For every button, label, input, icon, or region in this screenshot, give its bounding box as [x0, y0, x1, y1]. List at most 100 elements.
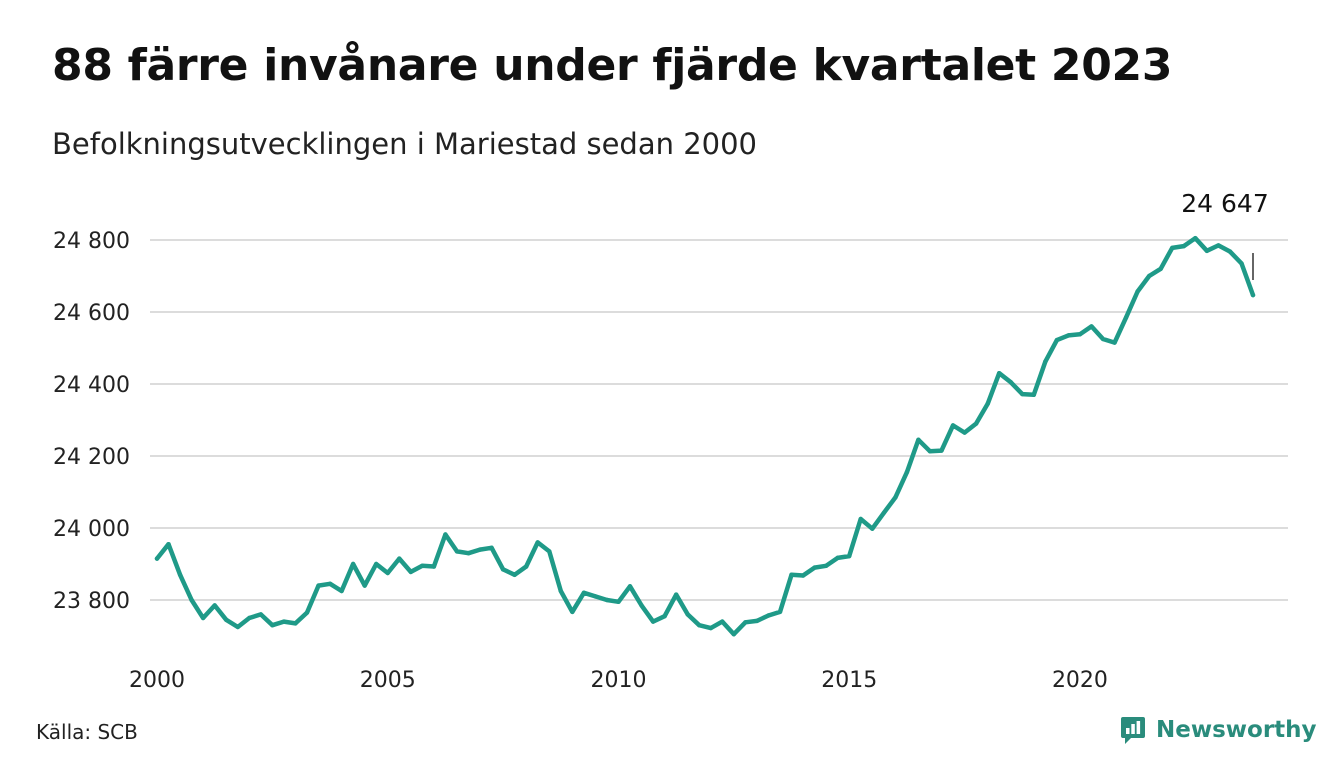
data-point [339, 588, 344, 594]
data-point [1204, 248, 1210, 253]
data-point [547, 549, 552, 554]
data-point [466, 551, 471, 556]
data-point [1031, 392, 1037, 397]
chart-title: 88 färre invånare under fjärde kvartalet… [52, 40, 1173, 91]
data-point [270, 623, 275, 628]
data-point [535, 540, 540, 545]
data-point [950, 423, 956, 428]
data-point [662, 614, 667, 619]
y-tick-label: 23 800 [53, 589, 130, 614]
data-point [904, 470, 910, 475]
data-point [927, 449, 933, 454]
data-point [616, 599, 621, 604]
chart-subtitle: Befolkningsutvecklingen i Mariestad seda… [52, 127, 758, 161]
data-point [397, 556, 402, 561]
data-point [800, 573, 806, 578]
data-point [720, 619, 725, 624]
annotation: 24 647 [1181, 189, 1269, 280]
data-point [731, 632, 737, 637]
y-axis-tick-labels: 23 800 24 000 24 200 24 400 24 600 24 800 [53, 229, 130, 614]
annotation-label: 24 647 [1181, 189, 1268, 218]
data-point [697, 623, 702, 628]
data-point [996, 371, 1002, 376]
data-point [258, 612, 264, 617]
data-point [558, 588, 563, 594]
x-axis-tick-labels: 2000 2005 2010 2015 2020 [129, 668, 1108, 693]
y-tick-label: 24 800 [53, 229, 130, 254]
data-point [477, 547, 483, 552]
data-point [962, 430, 967, 435]
data-point [443, 532, 448, 537]
data-point [916, 437, 921, 442]
data-point [627, 584, 633, 589]
x-tick-label: 2010 [590, 668, 646, 693]
data-point [777, 609, 783, 615]
data-point [581, 590, 587, 595]
data-point [200, 615, 206, 621]
data-point [166, 542, 171, 547]
data-point [743, 620, 748, 625]
data-point [350, 561, 356, 567]
series-layer [154, 235, 1256, 637]
data-point [766, 613, 771, 618]
x-tick-label: 2005 [360, 668, 416, 693]
data-point [881, 510, 887, 516]
data-point [593, 594, 598, 599]
data-point [685, 612, 690, 617]
data-point [1100, 336, 1106, 342]
data-point [408, 569, 414, 575]
data-point [604, 597, 610, 603]
data-point [523, 564, 529, 569]
data-point [1066, 333, 1071, 338]
data-point [847, 553, 852, 559]
data-point [1158, 266, 1163, 271]
y-tick-label: 24 400 [53, 373, 130, 398]
x-tick-label: 2000 [129, 668, 185, 693]
data-point [754, 618, 760, 624]
brand-name: Newsworthy [1156, 717, 1317, 743]
data-point [224, 617, 229, 622]
data-point [154, 556, 160, 561]
data-point [1239, 261, 1244, 266]
y-tick-label: 24 000 [53, 517, 130, 542]
data-point [327, 581, 333, 586]
data-point [858, 516, 863, 522]
data-point [512, 572, 517, 577]
newsworthy-logo-icon [1121, 717, 1145, 744]
data-point [431, 564, 437, 569]
x-tick-label: 2020 [1052, 668, 1108, 693]
data-point [985, 401, 990, 406]
data-point [1216, 243, 1221, 248]
data-point [1250, 292, 1256, 298]
data-point [973, 421, 979, 426]
brand-logo[interactable]: Newsworthy [1118, 713, 1317, 747]
data-point [281, 619, 287, 624]
data-point [247, 615, 252, 621]
data-point [189, 597, 194, 603]
data-point [177, 572, 183, 577]
data-point [1181, 243, 1186, 249]
data-point [1112, 340, 1117, 345]
data-point [454, 549, 460, 554]
y-tick-label: 24 200 [53, 445, 130, 470]
data-point [1193, 236, 1198, 241]
data-point [673, 592, 679, 597]
data-point [1089, 324, 1094, 329]
data-point [1008, 380, 1013, 385]
data-point [893, 495, 898, 500]
data-point [650, 619, 656, 624]
data-point [823, 563, 829, 568]
data-point [293, 621, 298, 626]
source-label: Källa: SCB [36, 720, 138, 744]
data-point [385, 570, 390, 576]
data-point [570, 609, 575, 615]
data-point [939, 448, 944, 453]
data-point [870, 526, 875, 531]
data-point [1020, 391, 1025, 397]
data-point [212, 603, 217, 608]
data-point [489, 545, 494, 550]
data-point [316, 583, 321, 588]
data-point [304, 610, 310, 615]
data-point [812, 565, 817, 570]
